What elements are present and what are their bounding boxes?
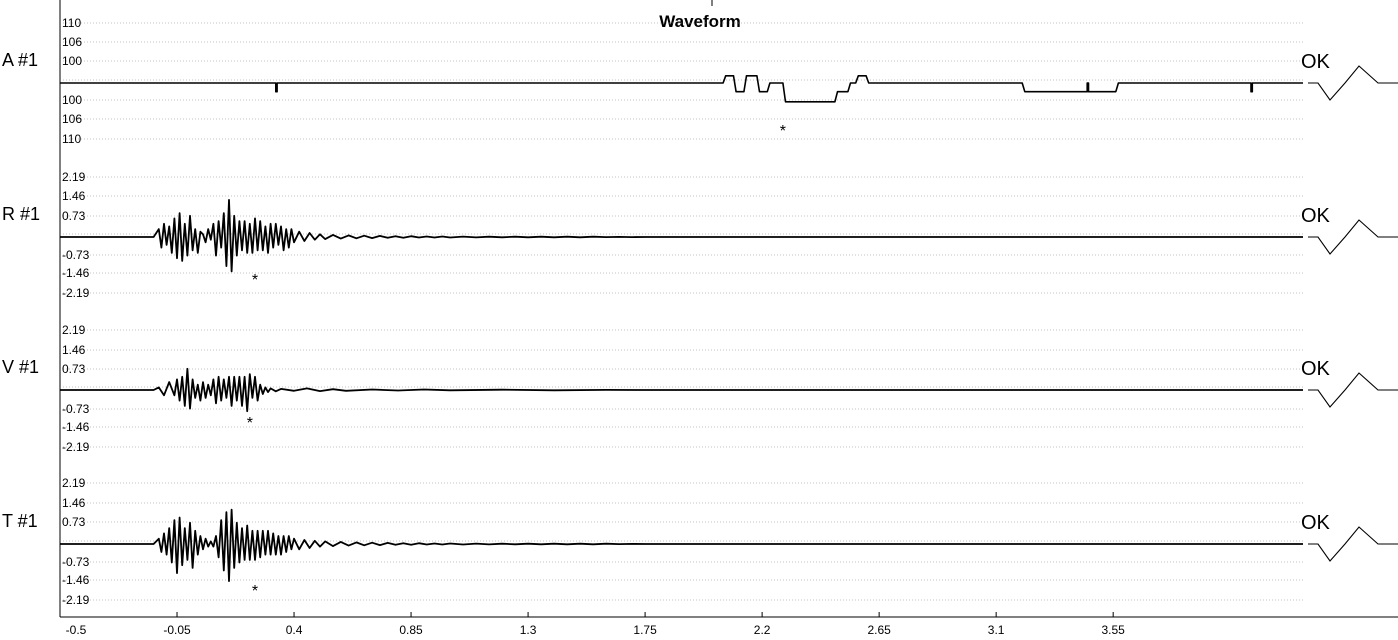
x-tick-label: 1.75: [633, 623, 657, 637]
y-tick-label: 100: [62, 54, 82, 68]
check-icon: [1308, 372, 1398, 408]
peak-marker: *: [252, 272, 258, 289]
y-tick-label: -0.73: [62, 402, 90, 416]
check-icon: [1308, 219, 1398, 255]
x-tick-label: 0.85: [399, 623, 423, 637]
y-tick-label: -0.73: [62, 555, 90, 569]
trace-line: [60, 367, 1303, 413]
y-tick-label: 106: [62, 35, 82, 49]
y-tick-label: 110: [62, 16, 81, 30]
channel-r-1: 2.19 1.46 0.73 -0.73 -1.46 -2.19 R #1 * OK: [2, 170, 1398, 300]
y-tick-label: 106: [62, 112, 82, 126]
y-tick-label: 0.73: [62, 362, 86, 376]
channel-v-1: 2.19 1.46 0.73 -0.73 -1.46 -2.19 V #1 * OK: [2, 323, 1398, 454]
status-label: OK: [1301, 512, 1331, 534]
x-tick-label: 3.55: [1101, 623, 1125, 637]
peak-marker: *: [252, 583, 258, 600]
grid-lines: [60, 22, 1303, 601]
y-tick-label: -1.46: [62, 266, 90, 280]
channel-label: T #1: [2, 511, 38, 531]
y-tick-label: 2.19: [62, 170, 86, 184]
y-tick-label: -0.73: [62, 248, 90, 262]
y-tick-label: 100: [62, 93, 82, 107]
x-tick-label: -0.5: [66, 623, 87, 637]
status-label: OK: [1301, 205, 1331, 227]
chart-frame: [59, 0, 1398, 618]
y-tick-label: -1.46: [62, 573, 90, 587]
check-icon: [1308, 526, 1398, 562]
y-tick-label: 0.73: [62, 515, 86, 529]
x-axis: -0.5 -0.05 0.4 0.85 1.3 1.75 2.2 2.65 3.1 3.55: [59, 612, 1125, 637]
y-tick-label: -2.19: [62, 593, 90, 607]
channel-panels: 110 106 100 100 106 110 A #1 * OK 2.19 1.46 0.73 -0.…: [2, 16, 1398, 607]
y-tick-label: 2.19: [62, 476, 86, 490]
x-tick-label: 2.2: [754, 623, 771, 637]
y-tick-label: 2.19: [62, 323, 86, 337]
x-tick-label: 1.3: [520, 623, 537, 637]
channel-label: V #1: [2, 357, 39, 377]
status-label: OK: [1301, 358, 1331, 380]
channel-label: R #1: [2, 204, 40, 224]
x-tick-label: -0.05: [163, 623, 191, 637]
channel-t-1: 2.19 1.46 0.73 -0.73 -1.46 -2.19 T #1 * OK: [2, 476, 1398, 607]
channel-a-1: 110 106 100 100 106 110 A #1 * OK: [2, 16, 1398, 146]
x-tick-label: 2.65: [867, 623, 891, 637]
trace-line: [60, 199, 1303, 273]
y-tick-label: 1.46: [62, 343, 86, 357]
y-tick-label: 1.46: [62, 496, 86, 510]
y-tick-label: 1.46: [62, 189, 86, 203]
y-tick-label: -1.46: [62, 420, 90, 434]
y-tick-label: -2.19: [62, 286, 90, 300]
trace-line: [60, 75, 1303, 103]
status-label: OK: [1301, 51, 1331, 73]
y-tick-label: -2.19: [62, 440, 90, 454]
peak-marker: *: [780, 123, 786, 140]
y-tick-label: 0.73: [62, 209, 86, 223]
chart-title: Waveform: [659, 12, 741, 31]
peak-marker: *: [247, 415, 253, 432]
trace-line: [60, 508, 1303, 582]
y-tick-label: 110: [62, 132, 81, 146]
check-icon: [1308, 65, 1398, 101]
x-tick-label: 0.4: [286, 623, 303, 637]
x-tick-label: 3.1: [988, 623, 1005, 637]
channel-label: A #1: [2, 50, 38, 70]
